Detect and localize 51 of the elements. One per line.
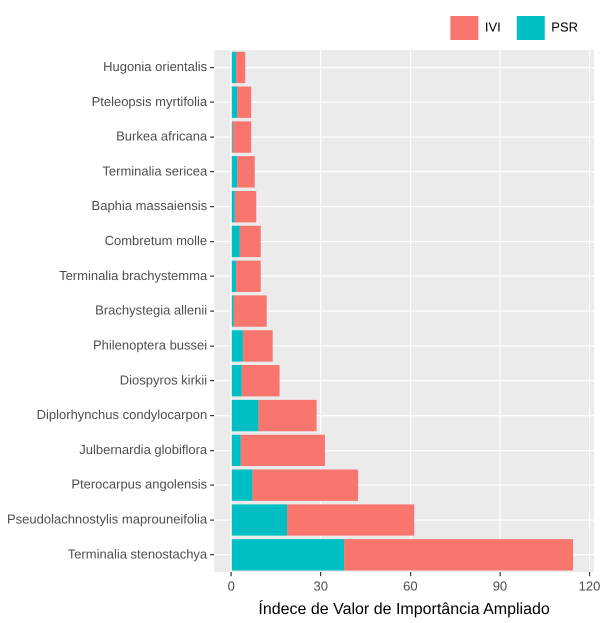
y-tick-label: Julbernardia globiflora (79, 442, 208, 457)
bar (232, 504, 288, 536)
legend-label: PSR (551, 20, 578, 35)
bar (232, 121, 252, 153)
bar (232, 156, 238, 188)
y-tick-label: Pteleopsis myrtifolia (92, 94, 208, 109)
x-tick-label: 30 (314, 578, 328, 594)
bar (232, 226, 240, 258)
y-tick-label: Brachystegia allenii (95, 302, 208, 318)
bar (232, 400, 258, 432)
x-tick-label: 120 (578, 578, 600, 594)
bar (242, 330, 273, 362)
bar (344, 539, 574, 570)
bar (234, 190, 256, 222)
y-tick-label: Pterocarpus angolensis (71, 476, 208, 492)
y-tick-label: Hugonia orientalis (103, 58, 208, 74)
bar (232, 470, 252, 501)
bar (237, 86, 252, 118)
y-tick-label: Pseudolachnostylis maprouneifolia (6, 512, 208, 527)
bar (232, 86, 238, 118)
bar (232, 52, 236, 84)
bar (242, 365, 280, 396)
y-tick-label: Diplorhynchus condylocarpon (36, 407, 208, 422)
bar (232, 190, 235, 222)
x-tick-label: 90 (492, 578, 508, 594)
bar (232, 434, 241, 466)
bar (287, 504, 414, 536)
legend-label: IVI (484, 20, 501, 35)
y-tick-label: Terminalia sericea (102, 163, 208, 178)
bar (232, 365, 242, 396)
bar (232, 330, 243, 362)
bar (236, 52, 246, 84)
bar (240, 434, 325, 466)
bar (258, 400, 317, 432)
bar (234, 295, 267, 327)
y-tick-label: Baphia massaiensis (92, 198, 208, 214)
x-tick-label: 60 (403, 578, 418, 594)
bar (236, 260, 261, 292)
bar (232, 539, 344, 570)
bar (232, 260, 236, 292)
bar (252, 470, 358, 501)
y-tick-label: Terminalia stenostachya (68, 546, 208, 562)
x-tick-label: 0 (228, 578, 235, 594)
bar (240, 226, 261, 258)
bar (237, 156, 255, 188)
y-tick-label: Philenoptera bussei (92, 337, 208, 352)
y-tick-label: Combretum molle (104, 233, 208, 248)
x-axis-title: Índece de Valor de Importância Ampliado (258, 600, 550, 618)
y-tick-label: Diospyros kirkii (120, 372, 208, 388)
y-tick-label: Terminalia brachystemma (59, 268, 208, 283)
y-tick-label: Burkea africana (116, 128, 208, 144)
